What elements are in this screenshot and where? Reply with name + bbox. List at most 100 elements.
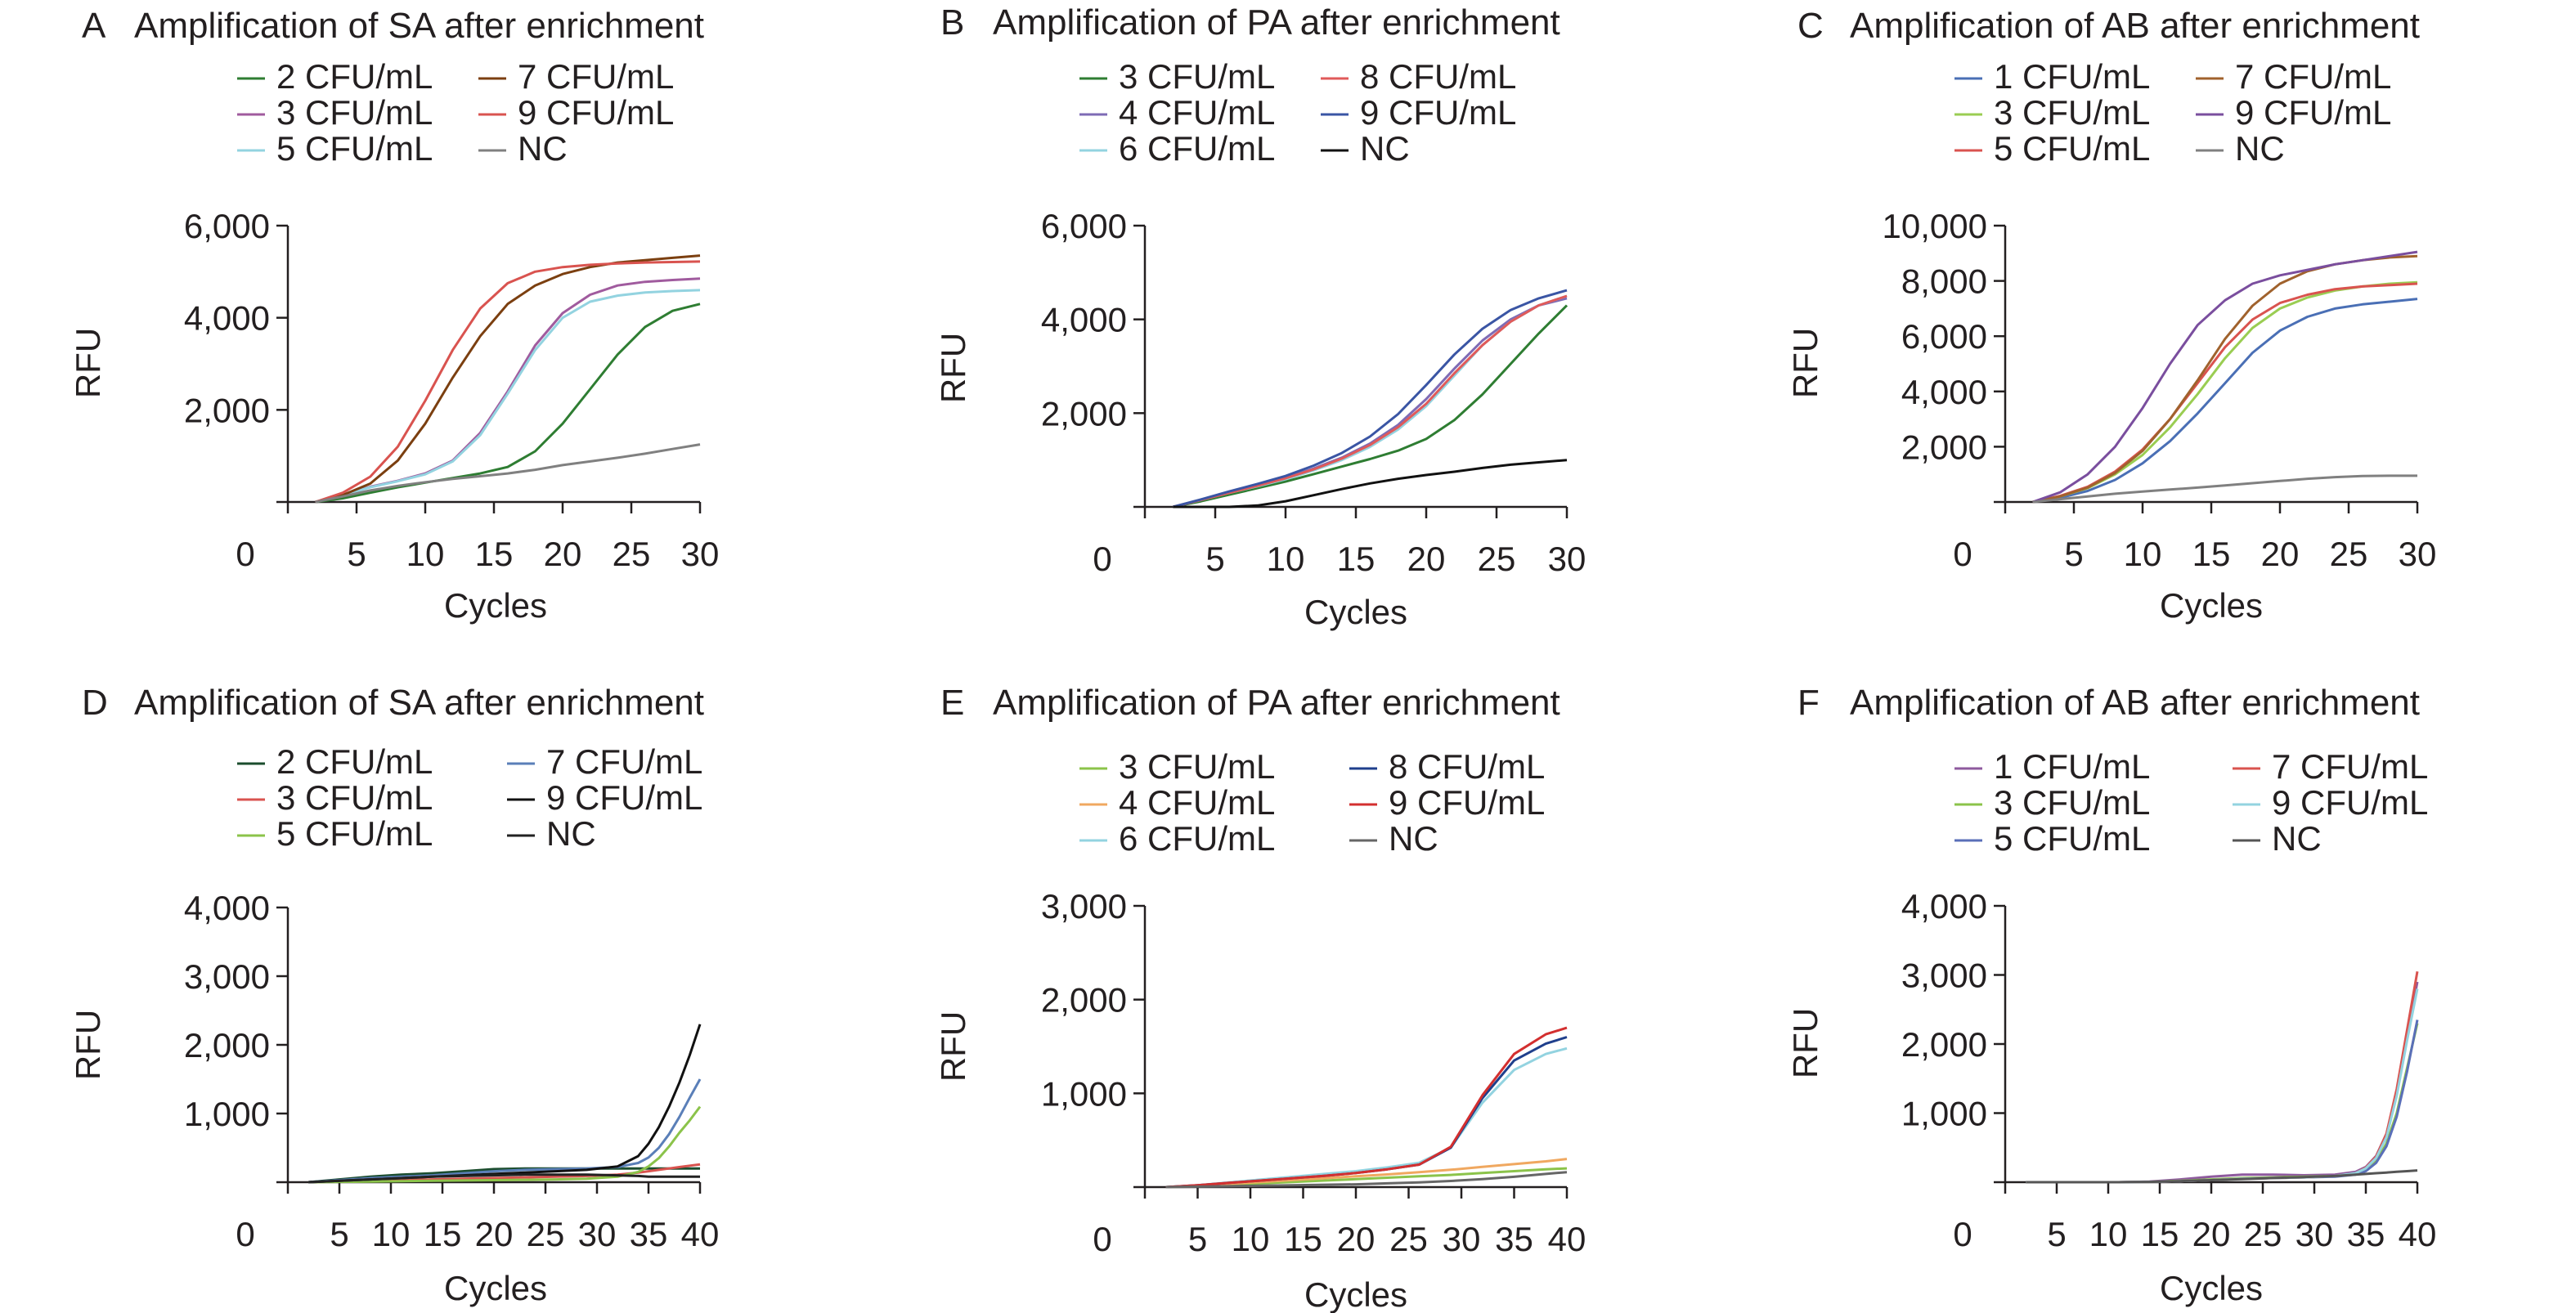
chart-panel-c: C Amplification of AB after enrichment 1 C… [1786,6,2436,625]
y-tick-label: 2,000 [1901,1025,1987,1064]
chart-panel-a: A Amplification of SA after enrichment 2 C… [69,6,719,625]
y-axis-label: RFU [69,1010,107,1080]
x-axis-label: Cycles [444,1269,547,1307]
y-tick-label: 2,000 [1041,981,1127,1019]
legend-label: 5 CFU/mL [276,814,433,853]
y-tick-label: 3,000 [1901,957,1987,995]
x-tick-label: 40 [681,1215,720,1253]
legend-label: 4 CFU/mL [1119,783,1275,822]
x-tick-label: 5 [2047,1215,2066,1253]
legend-label: 3 CFU/mL [276,93,433,132]
series-line-nc [1173,459,1568,509]
series-line-1-cfu-ml [2032,298,2418,504]
x-tick-label: 25 [527,1215,565,1253]
x-tick-label: 10 [2124,535,2162,573]
legend-label: NC [1360,129,1410,168]
x-axis-label: Cycles [2160,1269,2263,1307]
series-line-nc [308,1173,700,1184]
legend-label: 9 CFU/mL [2272,783,2428,822]
legend-label: 6 CFU/mL [1119,819,1275,858]
legend-label: 8 CFU/mL [1389,747,1545,786]
x-tick-label: 20 [475,1215,514,1253]
x-tick-label: 30 [681,535,720,573]
series-line-1-cfu-ml [2026,981,2419,1184]
x-tick-label: 35 [630,1215,668,1253]
series-line-6-cfu-ml [1173,294,1568,509]
y-tick-label: 4,000 [1901,887,1987,925]
legend-label: 1 CFU/mL [1994,747,2150,786]
legend-label: 9 CFU/mL [546,778,702,817]
chart-panel-b: B Amplification of PA after enrichment 3 C… [934,2,1586,631]
series-line-4-cfu-ml [1173,297,1568,509]
x-axis-label: Cycles [1304,1275,1407,1313]
series-line-nc [1165,1171,1568,1189]
x-tick-label: 40 [1548,1220,1586,1258]
y-axis-label: RFU [934,1011,972,1082]
y-axis-label: RFU [934,333,972,403]
y-tick-label: 1,000 [1901,1095,1987,1133]
x-tick-label: 5 [347,535,366,573]
x-tick-label: 20 [2192,1215,2231,1253]
x-tick-label: 30 [578,1215,617,1253]
x-tick-label: 30 [2296,1215,2334,1253]
y-tick-label: 2,000 [184,1026,270,1064]
x-tick-label: 20 [2261,535,2300,573]
x-tick-label: 10 [1232,1220,1270,1258]
y-axis-label: RFU [69,328,107,398]
panel-letter: F [1797,683,1820,723]
x-tick-label: 0 [1093,1220,1111,1258]
series-line-8-cfu-ml [1173,294,1568,509]
y-axis-label: RFU [1786,328,1824,398]
x-tick-label: 5 [1188,1220,1207,1258]
series-line-9-cfu-ml [1165,1026,1568,1189]
panel-title: Amplification of PA after enrichment [993,2,1560,43]
x-tick-label: 5 [330,1215,348,1253]
legend-label: 5 CFU/mL [1994,129,2150,168]
legend-label: 9 CFU/mL [1360,93,1516,132]
x-tick-label: 0 [236,1215,254,1253]
legend-label: 4 CFU/mL [1119,93,1275,132]
x-tick-label: 25 [613,535,651,573]
legend-label: 9 CFU/mL [1389,783,1545,822]
y-axis-label: RFU [1786,1008,1824,1078]
series-line-nc [2032,474,2417,504]
legend-label: 7 CFU/mL [546,742,702,781]
x-tick-label: 25 [1389,1220,1428,1258]
legend-label: 3 CFU/mL [1119,747,1275,786]
legend-label: 9 CFU/mL [2235,93,2391,132]
legend-label: 7 CFU/mL [2235,57,2391,96]
chart-panel-f: F Amplification of AB after enrichment 1 C… [1786,683,2436,1307]
x-tick-label: 30 [1548,540,1586,578]
x-tick-label: 25 [1478,540,1516,578]
x-tick-label: 15 [424,1215,462,1253]
x-tick-label: 0 [236,535,254,573]
x-tick-label: 35 [2347,1215,2385,1253]
x-tick-label: 0 [1953,535,1972,573]
y-tick-label: 3,000 [1041,887,1127,925]
chart-panel-e: E Amplification of PA after enrichment 3 C… [934,683,1586,1313]
y-tick-label: 4,000 [1901,373,1987,411]
series-line-7-cfu-ml [2032,254,2418,504]
y-tick-label: 4,000 [184,299,270,338]
legend-label: 3 CFU/mL [276,778,433,817]
panel-title: Amplification of SA after enrichment [134,6,704,46]
legend-label: 3 CFU/mL [1994,783,2150,822]
x-tick-label: 20 [1407,540,1446,578]
y-tick-label: 6,000 [1041,207,1127,245]
x-axis-label: Cycles [1304,593,1407,631]
x-tick-label: 15 [2192,535,2231,573]
x-tick-label: 35 [1495,1220,1533,1258]
series-line-nc [315,443,701,504]
series-line-2-cfu-ml [315,302,701,504]
x-axis-label: Cycles [444,586,547,625]
legend-label: 2 CFU/mL [276,57,433,96]
legend-label: NC [546,814,596,853]
series-line-7-cfu-ml [315,254,701,504]
y-tick-label: 2,000 [1041,394,1127,432]
y-tick-label: 4,000 [184,889,270,927]
x-tick-label: 15 [1284,1220,1322,1258]
series-line-9-cfu-ml [2032,250,2418,504]
series-line-9-cfu-ml [315,260,701,504]
y-tick-label: 1,000 [1041,1074,1127,1113]
